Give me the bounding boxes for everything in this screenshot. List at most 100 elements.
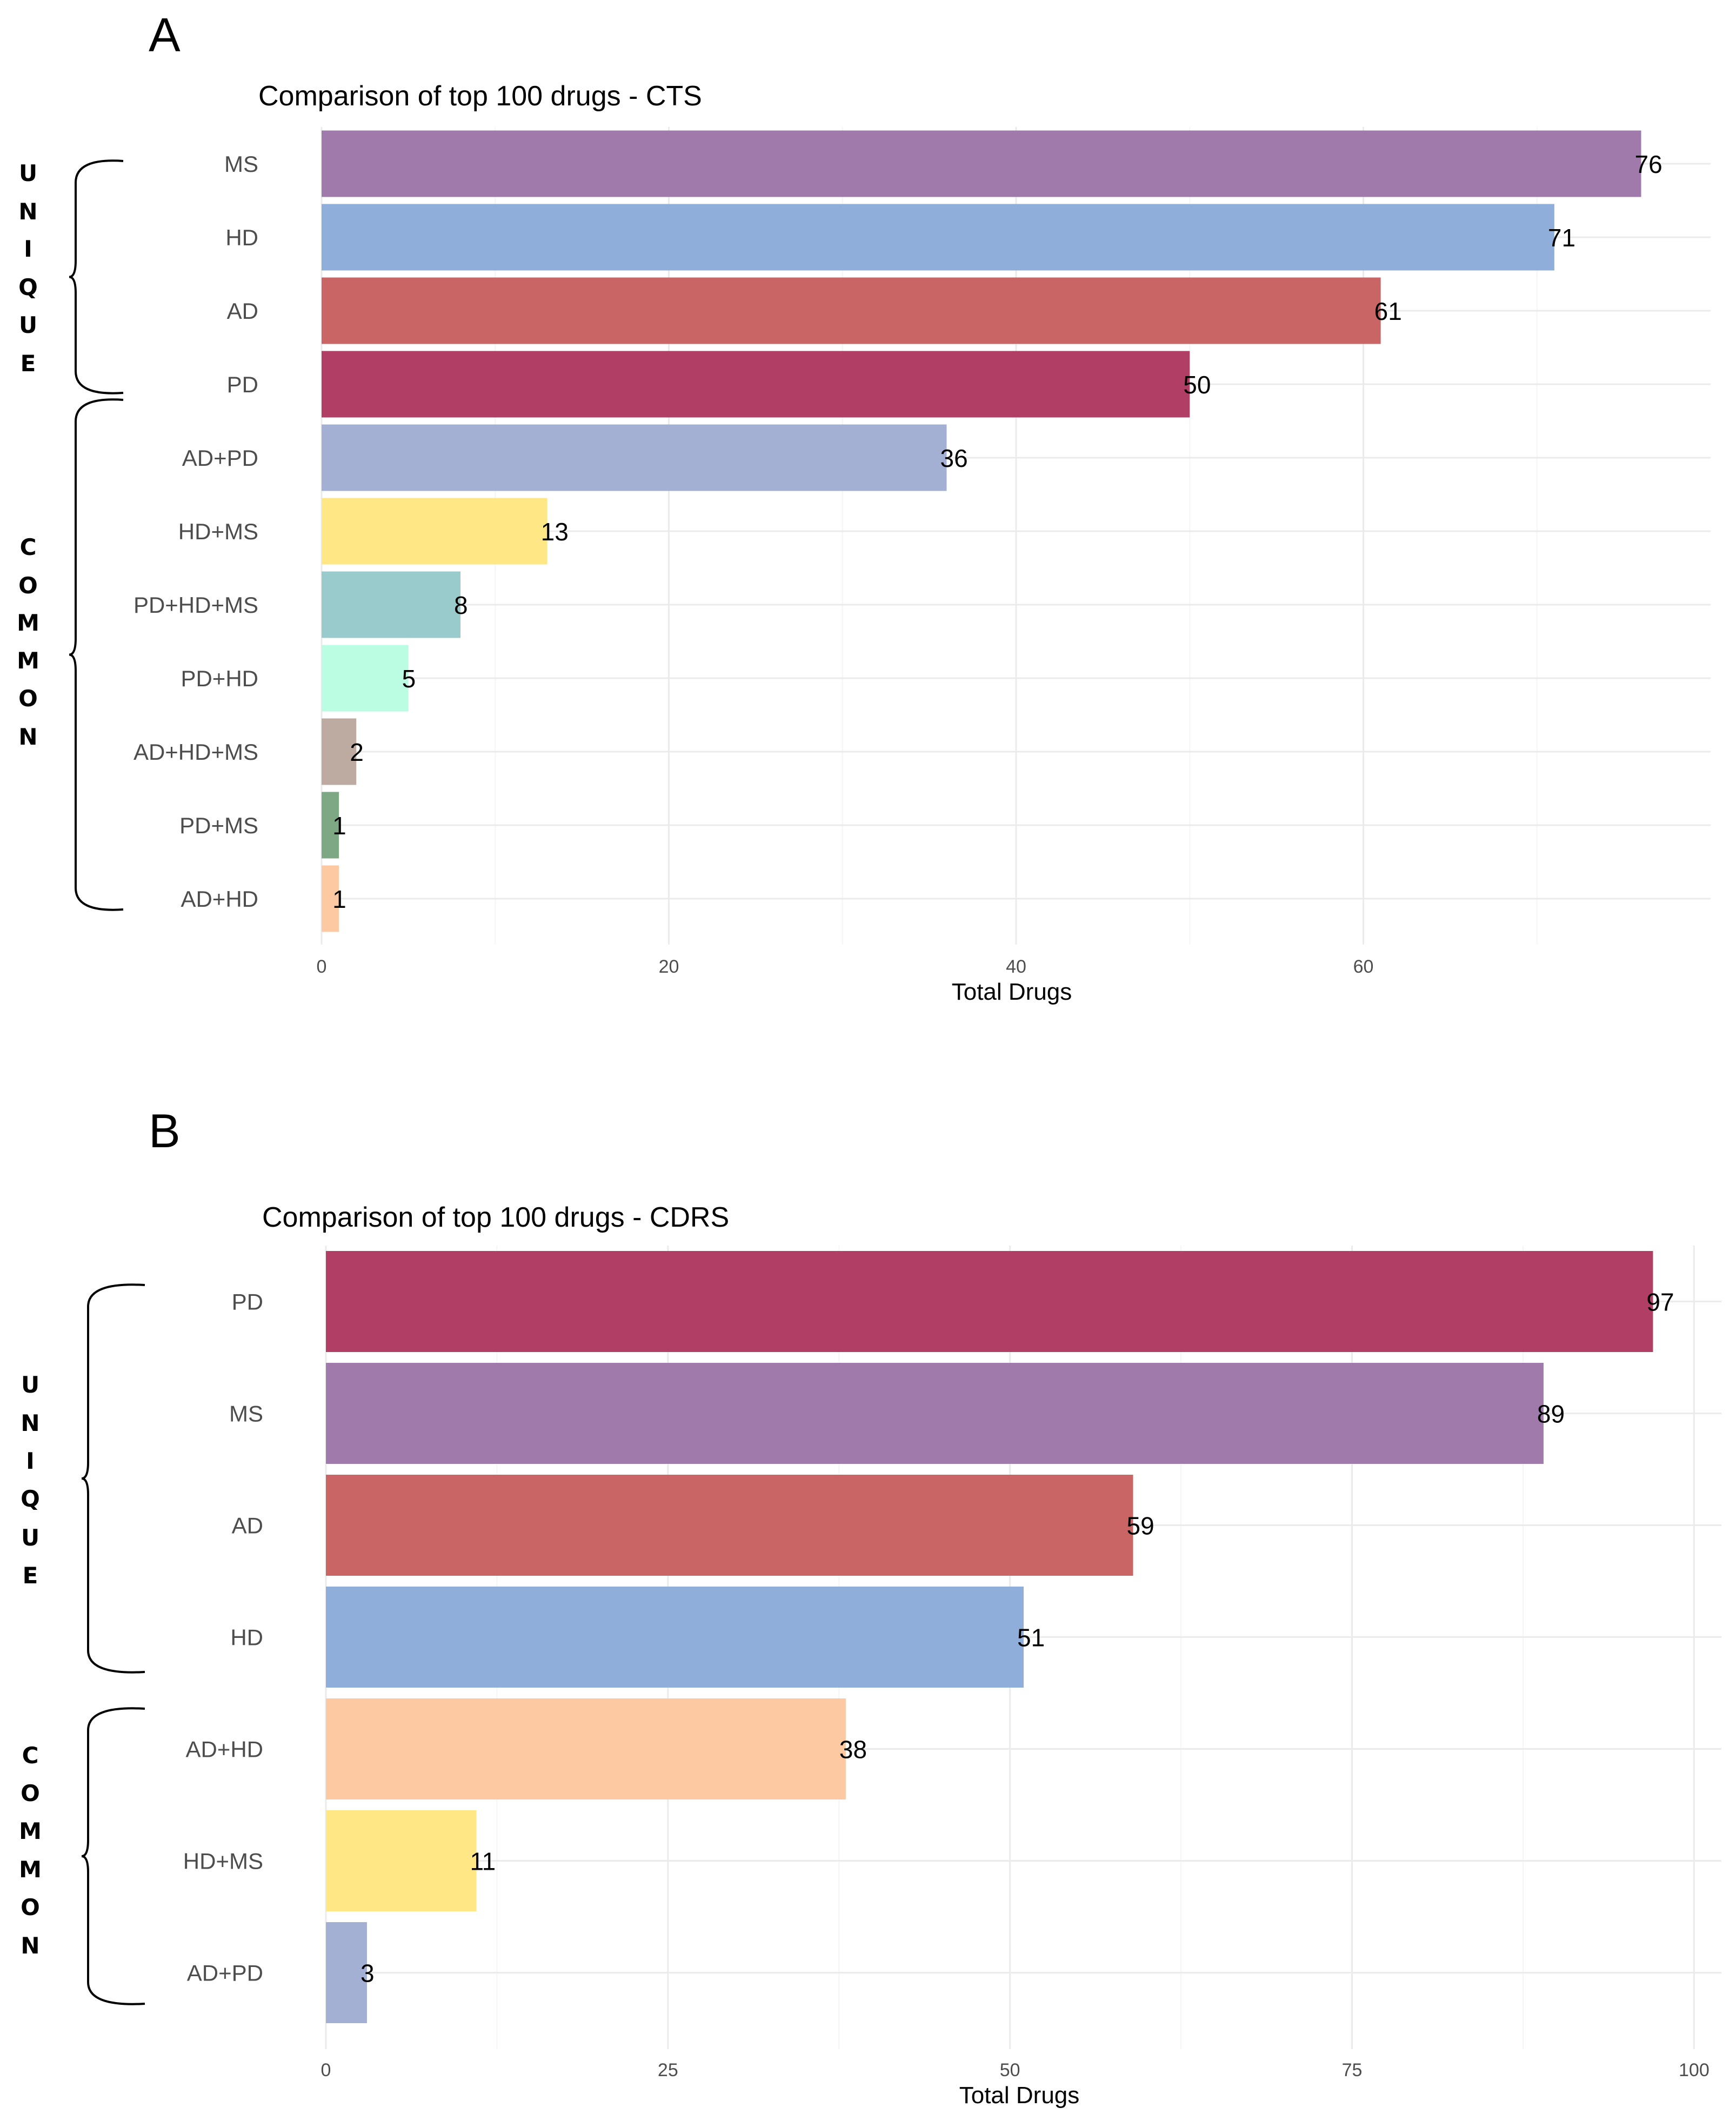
category-label: AD+HD+MS bbox=[133, 739, 258, 765]
group-label-letter: U bbox=[19, 312, 37, 338]
bar bbox=[322, 865, 339, 932]
group-label-letter: M bbox=[19, 1818, 42, 1844]
bar bbox=[322, 645, 409, 712]
value-label: 76 bbox=[1635, 150, 1662, 178]
group-label-letter: M bbox=[17, 610, 39, 636]
x-axis-title: Total Drugs bbox=[959, 2082, 1080, 2109]
value-label: 50 bbox=[1183, 371, 1211, 399]
value-label: 61 bbox=[1374, 297, 1402, 325]
panel-b: B Comparison of top 100 drugs - CDRS 0 25 50… bbox=[19, 1104, 1721, 2109]
x-tick-label: 100 bbox=[1679, 2060, 1710, 2080]
group-label-letter: I bbox=[26, 1448, 35, 1474]
x-tick-label: 40 bbox=[1006, 956, 1026, 977]
value-label: 51 bbox=[1017, 1624, 1045, 1652]
bar bbox=[326, 1922, 367, 2023]
bar bbox=[322, 424, 947, 491]
group-brace bbox=[69, 398, 124, 911]
x-tick-label: 50 bbox=[1000, 2060, 1020, 2080]
group-label-letter: Q bbox=[18, 274, 38, 300]
x-axis-title: Total Drugs bbox=[952, 979, 1072, 1005]
group-brace bbox=[81, 1283, 145, 1674]
bar bbox=[322, 130, 1641, 197]
bar bbox=[326, 1251, 1653, 1352]
x-tick-label: 25 bbox=[658, 2060, 678, 2080]
category-label: PD bbox=[232, 1289, 263, 1315]
category-label: AD+PD bbox=[182, 445, 258, 471]
category-label: PD bbox=[227, 372, 258, 397]
group-label-letter: N bbox=[21, 1932, 39, 1959]
value-label: 8 bbox=[454, 591, 468, 619]
bar bbox=[322, 792, 339, 859]
bar bbox=[326, 1810, 477, 1911]
value-label: 2 bbox=[350, 738, 364, 766]
category-label: PD+HD bbox=[181, 666, 258, 691]
x-tick-label: 75 bbox=[1342, 2060, 1363, 2080]
group-label-letter: O bbox=[18, 685, 38, 712]
panel-a: A Comparison of top 100 drugs - CTS 0 20 40 6… bbox=[17, 8, 1711, 1005]
group-label-letter: E bbox=[21, 350, 36, 377]
panel-letter: A bbox=[149, 8, 181, 62]
category-label: AD+HD bbox=[181, 886, 258, 912]
value-label: 38 bbox=[839, 1736, 867, 1764]
bar bbox=[326, 1363, 1544, 1464]
value-label: 13 bbox=[541, 518, 569, 546]
group-label-letter: N bbox=[18, 198, 37, 225]
group-brace bbox=[69, 159, 124, 394]
panel-letter: B bbox=[149, 1104, 181, 1157]
value-label: 1 bbox=[332, 812, 346, 840]
value-label: 11 bbox=[470, 1848, 496, 1876]
group-label-letter: M bbox=[19, 1856, 42, 1883]
category-label: HD+MS bbox=[183, 1849, 263, 1874]
group-label-letter: O bbox=[18, 572, 38, 599]
value-label: 5 bbox=[402, 665, 416, 693]
bar bbox=[322, 498, 547, 565]
category-label: PD+HD+MS bbox=[133, 592, 258, 618]
category-label: HD+MS bbox=[178, 519, 258, 544]
category-label: PD+MS bbox=[179, 813, 258, 838]
bar bbox=[322, 718, 357, 785]
group-label-letter: U bbox=[19, 160, 37, 186]
value-label: 71 bbox=[1548, 224, 1575, 252]
bar bbox=[322, 571, 460, 638]
group-label-letter: N bbox=[18, 724, 37, 750]
bar bbox=[322, 204, 1554, 271]
value-label: 97 bbox=[1646, 1288, 1674, 1316]
group-label-letter: C bbox=[22, 1742, 39, 1769]
category-label: MS bbox=[229, 1401, 263, 1427]
category-label: AD bbox=[227, 298, 258, 324]
group-label-letter: O bbox=[21, 1780, 40, 1806]
group-label-letter: U bbox=[21, 1524, 39, 1551]
group-label-letter: I bbox=[24, 236, 32, 262]
category-label: MS bbox=[224, 151, 258, 177]
chart-title: Comparison of top 100 drugs - CTS bbox=[258, 81, 702, 112]
value-label: 1 bbox=[332, 885, 346, 913]
group-brace bbox=[81, 1707, 145, 2005]
bar bbox=[322, 351, 1190, 418]
chart-title: Comparison of top 100 drugs - CDRS bbox=[262, 1202, 729, 1233]
value-label: 3 bbox=[360, 1959, 375, 1988]
group-label-letter: Q bbox=[21, 1486, 40, 1512]
category-label: AD+HD bbox=[185, 1737, 263, 1762]
group-label-letter: M bbox=[17, 647, 39, 674]
group-label-letter: E bbox=[23, 1562, 38, 1589]
group-label-letter: C bbox=[20, 534, 37, 560]
category-label: AD+PD bbox=[187, 1961, 263, 1986]
bar bbox=[322, 277, 1381, 344]
x-tick-label: 20 bbox=[659, 956, 679, 977]
category-label: HD bbox=[230, 1625, 263, 1650]
group-label-letter: N bbox=[21, 1410, 39, 1436]
x-tick-label: 60 bbox=[1353, 956, 1374, 977]
bar bbox=[326, 1475, 1133, 1576]
value-label: 36 bbox=[940, 444, 968, 472]
value-label: 59 bbox=[1127, 1512, 1154, 1540]
group-label-letter: O bbox=[21, 1894, 40, 1921]
group-label-letter: U bbox=[21, 1371, 39, 1398]
category-label: HD bbox=[225, 225, 258, 250]
x-tick-label: 0 bbox=[317, 956, 327, 977]
x-tick-label: 0 bbox=[321, 2060, 331, 2080]
bar bbox=[326, 1698, 846, 1799]
bar bbox=[326, 1587, 1024, 1688]
value-label: 89 bbox=[1537, 1400, 1565, 1428]
category-label: AD bbox=[232, 1513, 263, 1538]
